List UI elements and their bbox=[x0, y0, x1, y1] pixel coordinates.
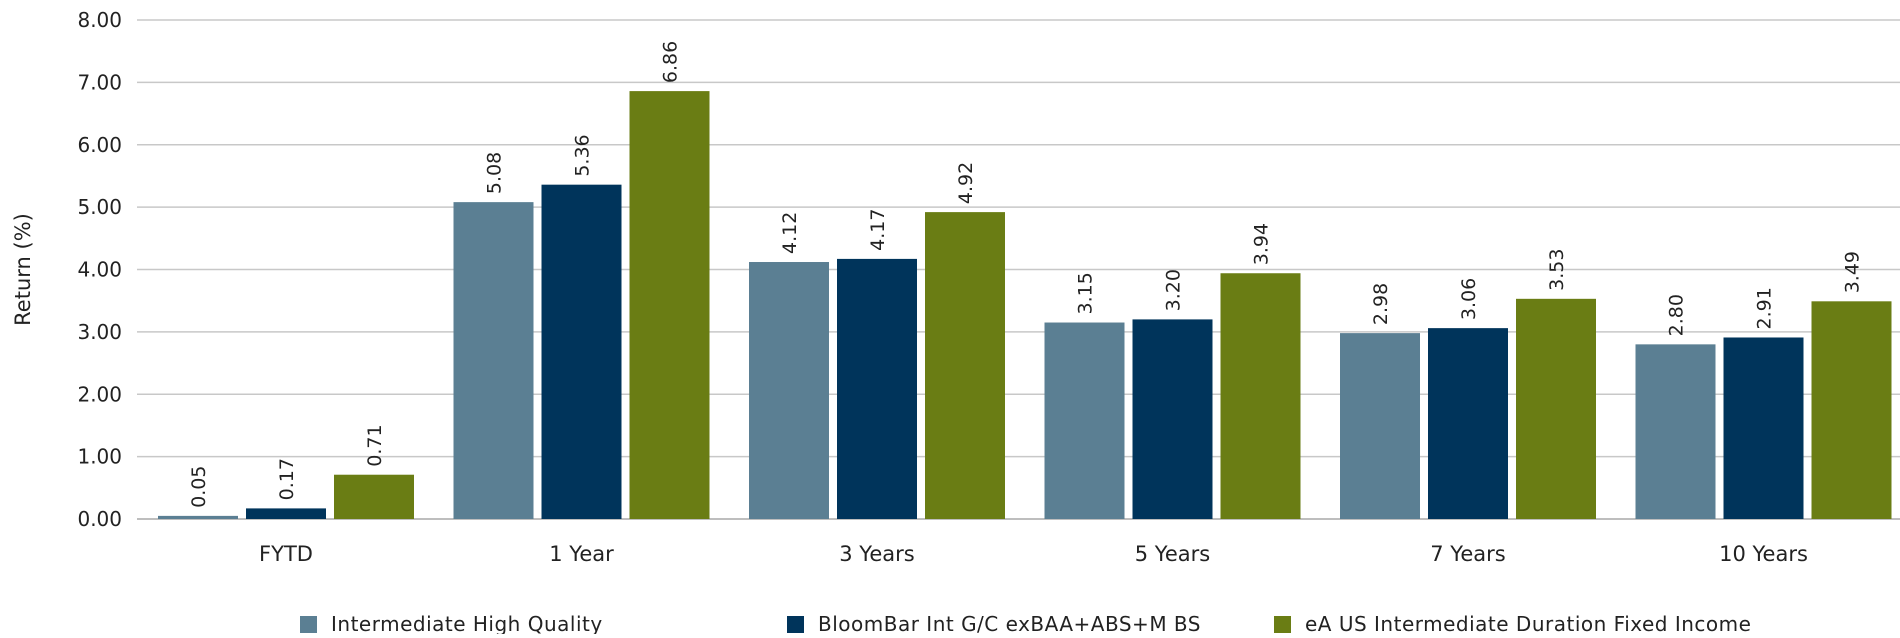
legend-swatch bbox=[1274, 616, 1291, 633]
data-label: 0.17 bbox=[276, 458, 298, 500]
bar bbox=[334, 474, 414, 519]
data-label: 4.92 bbox=[955, 162, 977, 204]
bar bbox=[1428, 328, 1508, 519]
bar bbox=[1811, 301, 1892, 519]
y-tick-label: 8.00 bbox=[77, 8, 122, 32]
y-tick-label: 1.00 bbox=[77, 445, 122, 469]
x-tick-label: 7 Years bbox=[1430, 542, 1505, 566]
y-tick-label: 5.00 bbox=[77, 195, 122, 219]
data-label: 5.36 bbox=[572, 134, 594, 176]
data-label: 2.80 bbox=[1666, 294, 1688, 336]
bar bbox=[629, 91, 710, 520]
data-label: 2.98 bbox=[1370, 283, 1392, 325]
y-tick-label: 3.00 bbox=[77, 320, 122, 344]
x-tick-label: FYTD bbox=[259, 542, 313, 566]
data-label: 3.94 bbox=[1251, 223, 1273, 265]
y-tick-label: 7.00 bbox=[77, 70, 122, 94]
bar bbox=[837, 258, 917, 519]
x-tick-label: 1 Year bbox=[549, 542, 614, 566]
bar bbox=[749, 262, 829, 519]
bar bbox=[1635, 344, 1716, 519]
data-label: 3.49 bbox=[1842, 251, 1864, 293]
data-label: 5.08 bbox=[484, 152, 506, 194]
data-label: 0.71 bbox=[364, 424, 386, 466]
bar bbox=[158, 515, 238, 519]
bar bbox=[1340, 333, 1420, 519]
y-tick-label: 2.00 bbox=[77, 382, 122, 406]
y-tick-label: 4.00 bbox=[77, 258, 122, 282]
bar bbox=[1516, 298, 1596, 519]
bar bbox=[1723, 337, 1804, 519]
data-label: 3.20 bbox=[1163, 269, 1185, 311]
data-label: 3.06 bbox=[1458, 278, 1480, 320]
y-tick-label: 0.00 bbox=[77, 507, 122, 531]
bar bbox=[925, 212, 1005, 520]
legend-swatch bbox=[787, 616, 804, 633]
data-label: 2.91 bbox=[1754, 287, 1776, 329]
bar bbox=[1132, 319, 1213, 519]
bar bbox=[541, 184, 622, 520]
legend-label: Intermediate High Quality bbox=[331, 612, 603, 634]
bar bbox=[453, 202, 534, 519]
bar bbox=[1220, 273, 1301, 519]
bar bbox=[1044, 322, 1125, 519]
x-tick-label: 10 Years bbox=[1719, 542, 1808, 566]
data-label: 0.05 bbox=[188, 466, 210, 508]
x-tick-label: 3 Years bbox=[839, 542, 914, 566]
y-axis-title: Return (%) bbox=[11, 213, 35, 326]
data-label: 3.53 bbox=[1546, 249, 1568, 291]
data-label: 4.17 bbox=[867, 209, 889, 251]
legend-swatch bbox=[300, 616, 317, 633]
data-label: 3.15 bbox=[1075, 272, 1097, 314]
bar bbox=[246, 508, 326, 519]
data-label: 6.86 bbox=[660, 41, 682, 83]
x-tick-label: 5 Years bbox=[1135, 542, 1210, 566]
legend-label: eA US Intermediate Duration Fixed Income bbox=[1305, 612, 1751, 634]
legend-label: BloomBar Int G/C exBAA+ABS+M BS bbox=[818, 612, 1201, 634]
y-tick-label: 6.00 bbox=[77, 133, 122, 157]
data-label: 4.12 bbox=[779, 212, 801, 254]
